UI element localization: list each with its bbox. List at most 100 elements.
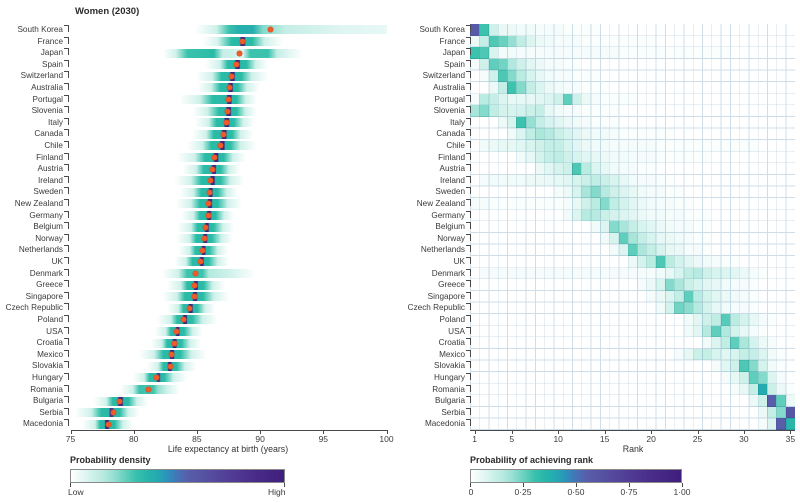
rank-prob-cell [618, 186, 628, 198]
rank-prob-cell [581, 209, 591, 222]
rank-prob-cell [702, 256, 712, 268]
rank-prob-cell [720, 47, 730, 59]
rank-prob-cell [748, 348, 758, 361]
rank-prob-cell [507, 35, 517, 48]
rank-prob-cell [562, 58, 573, 71]
rank-prob-cell [646, 244, 656, 256]
colorbar-tick [470, 483, 471, 487]
density-strip [70, 396, 387, 406]
rank-prob-cell [748, 290, 758, 303]
rank-prob-cell [702, 290, 712, 303]
median-dot [220, 131, 226, 137]
rank-prob-cell [739, 372, 749, 384]
colorbar-tick-label: 0·25 [514, 487, 532, 497]
rank-prob-cell [739, 383, 749, 396]
x-tick [133, 430, 135, 434]
rank-prob-cell [544, 58, 554, 71]
x-tick [386, 430, 388, 434]
rank-prob-cell [516, 267, 526, 280]
rank-prob-cell [646, 221, 656, 233]
density-strip [70, 60, 387, 70]
rank-prob-cell [525, 174, 535, 187]
country-row-tick [64, 36, 69, 44]
x-axis-right [470, 430, 795, 431]
x-tick-label: 15 [599, 434, 610, 444]
rank-prob-cell [748, 395, 758, 407]
rank-prob-cell [497, 267, 508, 280]
country-row-tick [64, 71, 69, 79]
rank-prob-cell [720, 279, 730, 291]
country-row-tick [466, 396, 471, 404]
rank-prob-cell [516, 70, 526, 82]
x-tick-label: 75 [65, 434, 76, 444]
rank-prob-cell [767, 348, 777, 361]
rank-prob-cell [562, 116, 573, 129]
country-label-left: UK [51, 257, 63, 266]
rank-prob-cell [720, 372, 730, 384]
rank-prob-cell [516, 174, 526, 187]
rank-prob-cell [507, 267, 517, 280]
rank-prob-cell [655, 151, 665, 164]
country-label-left: Slovakia [32, 361, 63, 371]
country-label-right: South Korea [419, 25, 465, 34]
rank-prob-cell [757, 267, 768, 280]
rank-prob-cell [776, 360, 786, 372]
rank-prob-cell [581, 47, 591, 59]
x-tick [790, 430, 792, 434]
country-label-right: Slovenia [433, 106, 465, 116]
rank-prob-cell [544, 70, 554, 82]
country-row-tick [64, 164, 69, 172]
rank-prob-cell [739, 360, 749, 372]
rank-prob-cell [739, 314, 749, 326]
rank-prob-cell [497, 93, 508, 106]
rank-prob-cell [692, 314, 703, 326]
rank-prob-cell [497, 105, 508, 117]
x-tick [743, 430, 745, 434]
country-row-tick [64, 187, 69, 195]
rank-prob-cell [488, 105, 498, 117]
rank-prob-cell [739, 279, 749, 291]
rank-prob-cell [562, 163, 573, 175]
country-row-tick [466, 59, 471, 67]
rank-prob-cell [767, 372, 777, 384]
rank-prob-cell [785, 406, 795, 419]
rank-prob-cell [488, 58, 498, 71]
rank-prob-cell [609, 116, 619, 129]
rank-prob-cell [562, 267, 573, 280]
rank-prob-cell [683, 267, 693, 280]
rank-prob-cell [730, 325, 740, 338]
rank-prob-cell [544, 35, 554, 48]
rank-prob-cell [572, 58, 582, 71]
rank-prob-cell [757, 395, 768, 407]
density-strip [70, 268, 387, 278]
country-row-tick [64, 245, 69, 253]
colorbar-tick [576, 483, 577, 487]
rank-prob-cell [553, 47, 563, 59]
rank-prob-cell [562, 47, 573, 59]
rank-prob-cell [507, 128, 517, 140]
density-strip [70, 164, 387, 174]
rank-prob-cell [590, 93, 600, 106]
rank-prob-cell [674, 290, 684, 303]
rank-prob-cell [683, 47, 693, 59]
rank-prob-cell [553, 82, 563, 94]
rank-prob-cell [776, 418, 786, 430]
country-label-left: South Korea [17, 25, 63, 34]
rank-prob-cell [767, 406, 777, 419]
country-label-left: Finland [36, 152, 63, 162]
rank-prob-cell [581, 24, 591, 36]
rank-prob-cell [609, 209, 619, 222]
rank-prob-cell [535, 105, 545, 117]
rank-prob-cell [572, 209, 582, 222]
colorbar-tick-label: 0·50 [567, 487, 585, 497]
rank-prob-cell [757, 372, 768, 384]
rank-prob-cell [581, 163, 591, 175]
rank-prob-cell [665, 221, 675, 233]
rank-prob-cell [488, 140, 498, 152]
rank-prob-cell [497, 198, 508, 210]
country-row-tick [64, 257, 69, 264]
country-label-left: Czech Republic [5, 303, 63, 313]
rank-prob-cell [488, 24, 498, 36]
country-label-right: Switzerland [422, 71, 465, 81]
